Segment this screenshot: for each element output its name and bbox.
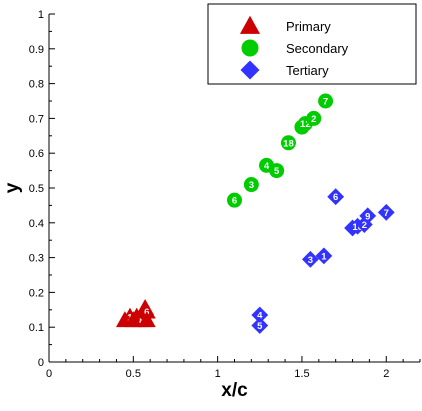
point-label: 2 xyxy=(362,220,367,231)
series-primary: 1886 xyxy=(115,298,156,328)
point-label: 6 xyxy=(232,196,237,207)
tertiary-point xyxy=(359,207,377,225)
series-secondary: 6 34 5 18 12 27 xyxy=(227,93,334,208)
y-tick-label: 0.6 xyxy=(29,148,44,160)
legend: Primary Secondary Tertiary xyxy=(207,3,417,85)
legend-secondary-label: Secondary xyxy=(286,41,349,56)
secondary-point xyxy=(243,177,259,193)
y-axis-title: y xyxy=(2,182,23,193)
legend-primary-marker xyxy=(239,15,261,34)
y-tick-label: 0.5 xyxy=(29,183,44,195)
point-label: 7 xyxy=(384,208,389,219)
tertiary-point xyxy=(301,250,319,268)
y-tick-label: 0.4 xyxy=(29,218,44,230)
point-label: 7 xyxy=(323,97,328,108)
point-label: 5 xyxy=(274,166,280,177)
point-label: 1 xyxy=(321,251,327,262)
secondary-point xyxy=(227,192,242,208)
y-tick-label: 0.9 xyxy=(29,44,44,56)
legend-tertiary-marker xyxy=(240,60,260,80)
y-tick-label: 1 xyxy=(38,9,44,21)
tertiary-point xyxy=(251,317,269,334)
secondary-point xyxy=(280,135,296,151)
tertiary-point xyxy=(377,203,395,221)
legend-primary-label: Primary xyxy=(286,19,331,34)
point-label: 9 xyxy=(365,211,370,222)
x-axis-title: x/c xyxy=(221,380,248,401)
plot-area: 188663451812274531610297 xyxy=(115,93,395,334)
x-tick-label: 1 xyxy=(215,368,221,380)
axes: 00.10.20.30.40.50.60.70.80.910 0.5 1 1.5 2 xyxy=(29,9,421,380)
y-tick-label: 0.1 xyxy=(29,322,44,334)
y-tick-label: 0.8 xyxy=(29,79,44,91)
legend-tertiary-label: Tertiary xyxy=(286,63,329,78)
point-label: 10 xyxy=(352,222,363,233)
point-label: 4 xyxy=(264,161,270,172)
point-label: 6 xyxy=(333,192,338,203)
point-label: 5 xyxy=(257,321,263,332)
secondary-point xyxy=(269,163,285,179)
point-label: 3 xyxy=(249,180,254,191)
point-label: 12 xyxy=(300,119,311,130)
y-tick-label: 0.2 xyxy=(29,287,44,299)
tertiary-point xyxy=(327,188,345,206)
point-label: 3 xyxy=(308,255,313,266)
y-tick-label: 0.3 xyxy=(29,253,44,265)
legend-secondary-marker xyxy=(241,39,259,57)
point-label: 18 xyxy=(283,138,294,149)
point-label: 2 xyxy=(311,114,316,125)
y-tick-label: 0 xyxy=(38,357,44,369)
secondary-point xyxy=(306,110,322,126)
tertiary-point xyxy=(315,247,333,265)
x-tick-label: 0 xyxy=(46,368,52,380)
y-tick-label: 0.7 xyxy=(29,113,44,125)
primary-point xyxy=(137,311,156,328)
x-tick-label: 2 xyxy=(383,368,389,380)
x-tick-label: 0.5 xyxy=(126,368,141,380)
x-tick-label: 1.5 xyxy=(294,368,309,380)
point-label: 4 xyxy=(257,311,263,322)
secondary-point xyxy=(318,93,334,109)
